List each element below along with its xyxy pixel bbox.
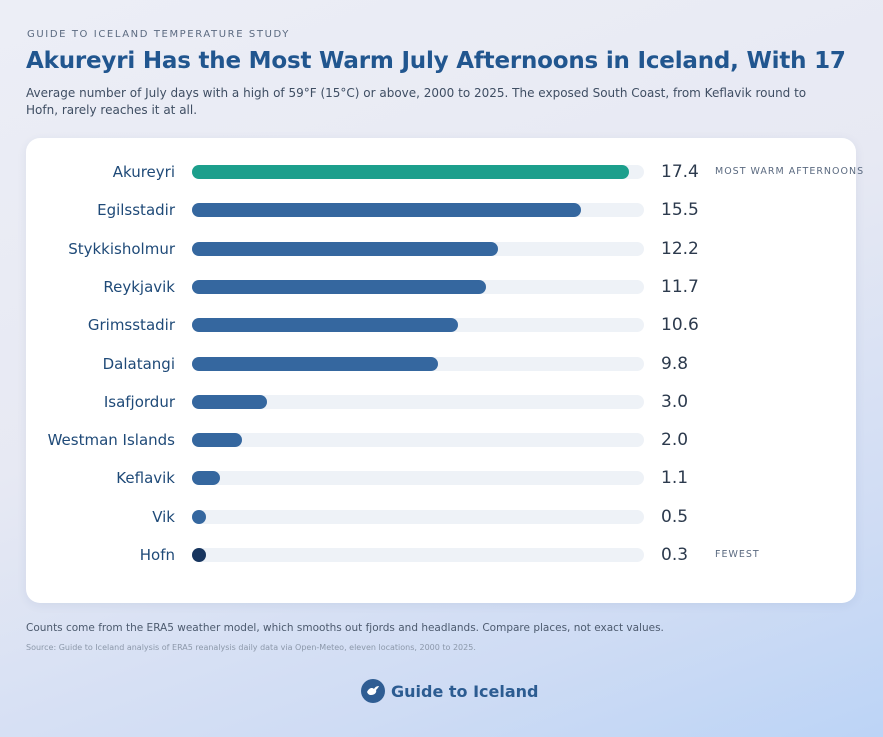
- category-label: Dalatangi: [102, 354, 175, 373]
- value-label: 2.0: [661, 430, 689, 451]
- bar-row: Akureyri 17.4 MOST WARM AFTERNOONS: [26, 160, 863, 184]
- bar-annotation: FEWEST: [715, 549, 760, 560]
- bar-track: [192, 471, 644, 486]
- category-label: Keflavik: [116, 469, 175, 488]
- value-label: 17.4: [661, 162, 699, 182]
- value-label: 10.6: [661, 315, 699, 336]
- bar-annotation: MOST WARM AFTERNOONS: [715, 166, 865, 177]
- bar-track: [192, 433, 644, 448]
- bar-track: [192, 241, 644, 256]
- bar-row: Egilsstadir 15.5: [26, 198, 856, 222]
- bar-track: [192, 509, 644, 524]
- bar: [192, 548, 206, 562]
- category-label: Isafjordur: [103, 392, 175, 411]
- eyebrow: GUIDE TO ICELAND TEMPERATURE STUDY: [27, 29, 290, 40]
- bar-row: Westman Islands 2.0: [26, 428, 856, 452]
- value-label: 11.7: [661, 276, 699, 297]
- category-label: Stykkisholmur: [68, 239, 175, 258]
- value-label: 1.1: [661, 468, 689, 489]
- bar: [192, 241, 499, 256]
- bar: [192, 165, 629, 179]
- footnote: Counts come from the ERA5 weather model,…: [26, 622, 664, 634]
- category-label: Akureyri: [112, 163, 175, 181]
- value-label: 3.0: [661, 391, 689, 412]
- value-label: 15.5: [661, 200, 699, 221]
- bar: [192, 318, 459, 333]
- bar-track: [192, 548, 644, 562]
- bar-row: Grimsstadir 10.6: [26, 313, 856, 337]
- brand-logo[interactable]: Guide to Iceland: [361, 678, 539, 704]
- bar-row: Stykkisholmur 12.2: [26, 237, 856, 261]
- category-label: Westman Islands: [47, 431, 175, 450]
- bar-track: [192, 279, 644, 294]
- bar-track: [192, 203, 644, 218]
- value-label: 9.8: [661, 353, 689, 374]
- bar: [192, 203, 582, 218]
- bar-row: Dalatangi 9.8: [26, 352, 856, 376]
- chart-title: Akureyri Has the Most Warm July Afternoo…: [26, 48, 846, 74]
- chart-card: Akureyri 17.4 MOST WARM AFTERNOONS Egilssta…: [26, 138, 863, 603]
- bar-row: Keflavik 1.1: [26, 466, 856, 490]
- bird-icon: [361, 679, 385, 703]
- category-label: Egilsstadir: [97, 201, 175, 220]
- bar-row: Hofn 0.3 FEWEST: [26, 543, 856, 567]
- category-label: Reykjavik: [103, 277, 175, 296]
- value-label: 0.3: [661, 545, 689, 565]
- bar: [192, 356, 439, 371]
- chart-subtitle: Average number of July days with a high …: [26, 86, 807, 117]
- bar-row: Isafjordur 3.0: [26, 390, 856, 414]
- source-note: Source: Guide to Iceland analysis of ERA…: [26, 643, 476, 652]
- category-label: Grimsstadir: [87, 316, 175, 335]
- bar-track: [192, 318, 644, 333]
- bar: [192, 471, 220, 486]
- category-label: Hofn: [139, 546, 175, 564]
- bar: [192, 433, 243, 448]
- brand-name: Guide to Iceland: [391, 681, 539, 701]
- bar-row: Vik 0.5: [26, 505, 856, 529]
- value-label: 0.5: [661, 506, 689, 527]
- bar-track: [192, 356, 644, 371]
- category-label: Vik: [152, 507, 175, 526]
- bar: [192, 279, 486, 294]
- bar-row: Reykjavik 11.7: [26, 275, 856, 299]
- bar-track: [192, 394, 644, 409]
- bar-track: [192, 165, 644, 179]
- bar: [192, 509, 206, 524]
- bar: [192, 394, 268, 409]
- value-label: 12.2: [661, 238, 699, 259]
